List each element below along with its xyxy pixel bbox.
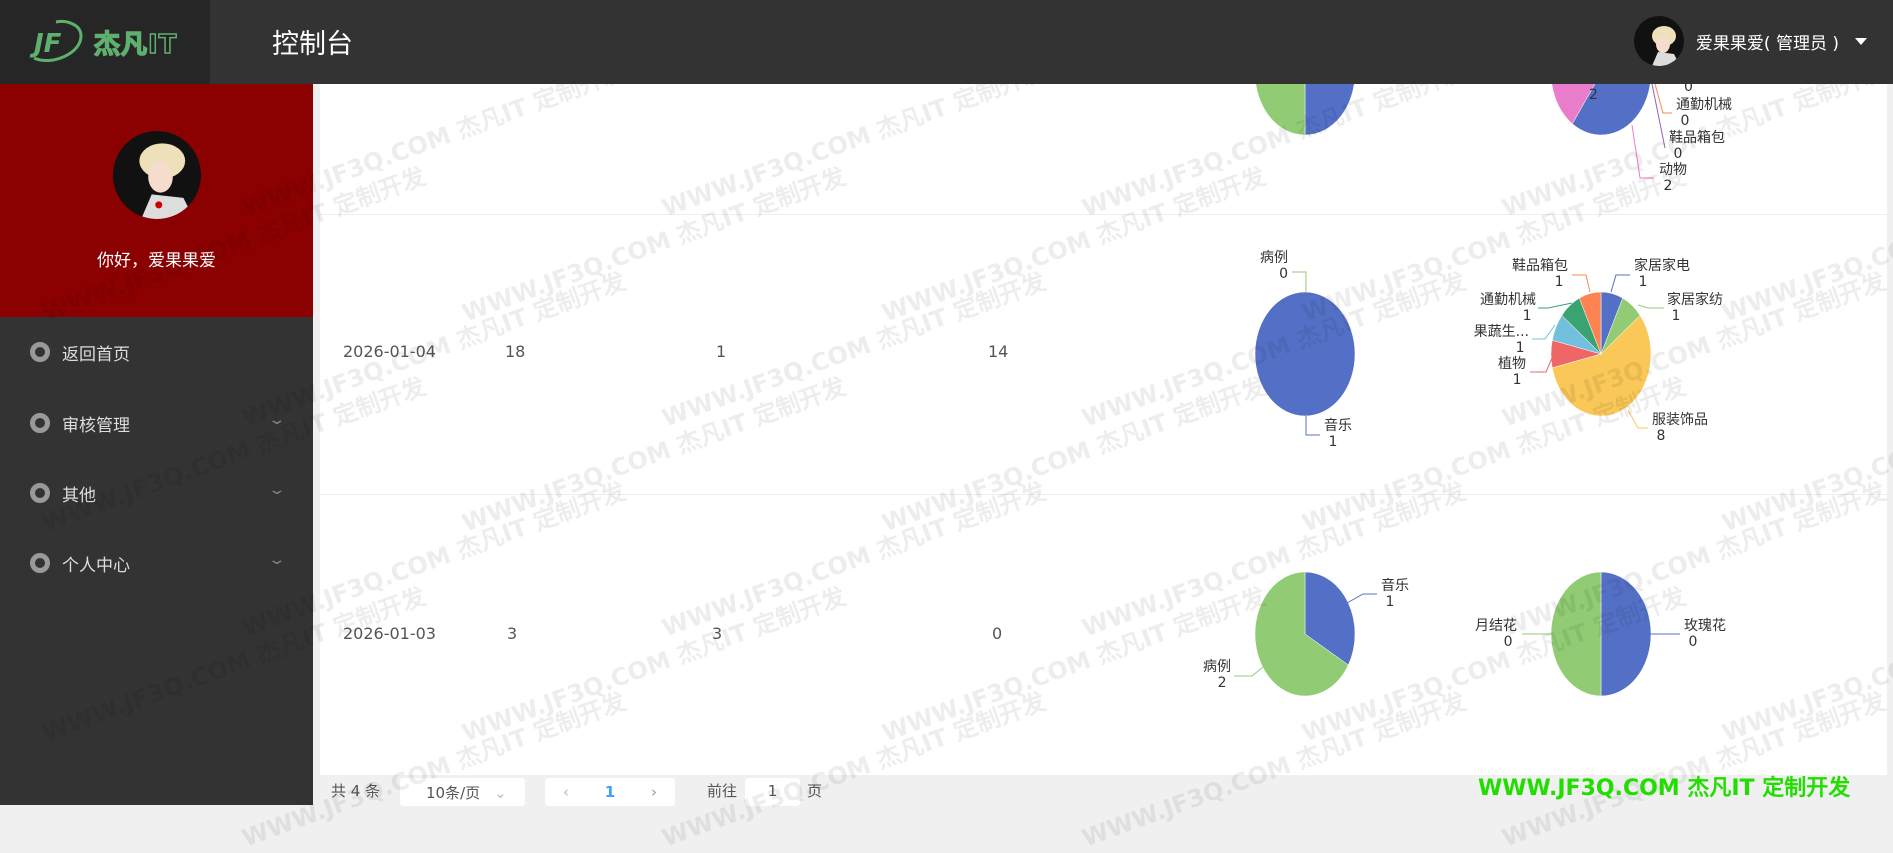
page-size-select[interactable]: 10条/页 ⌄ [400, 778, 525, 806]
sidebar: 你好，爱果果爱 返回首页 审核管理 ⌄ 其他 ⌄ 个人中心 ⌄ [0, 84, 313, 805]
prev-page-button[interactable]: ‹ [562, 783, 569, 801]
cell-date: 2026-01-04 [343, 342, 436, 361]
pagination: 共 4 条 10条/页 ⌄ ‹ 1 › 前往 1 页 [313, 776, 1893, 806]
next-page-button[interactable]: › [651, 783, 658, 801]
chevron-down-icon: ⌄ [267, 482, 287, 498]
pie-label: 家居家纺 1 [1667, 292, 1723, 324]
cell-value: 3 [507, 624, 518, 643]
pie-label: 病例 2 [1203, 659, 1231, 691]
pie-slice[interactable] [1600, 571, 1652, 697]
menu-icon [30, 483, 50, 503]
cell-value: 1 [716, 342, 727, 361]
pie-label: 音乐 1 [1324, 418, 1352, 450]
sidebar-item-profile[interactable]: 个人中心 ⌄ [0, 538, 313, 588]
pie-label: 音乐 1 [1381, 578, 1409, 610]
profile-card: 你好，爱果果爱 [0, 84, 313, 317]
pie-charts [1234, 10, 1680, 697]
user-name: 爱果果爱( 管理员 ) [1695, 33, 1839, 54]
cell-value: 3 [712, 624, 723, 643]
goto-page-input[interactable]: 1 [745, 778, 800, 806]
menu-icon [30, 413, 50, 433]
row-divider [320, 494, 1887, 495]
row-divider [320, 214, 1887, 215]
pie-label: 植物 1 [1498, 356, 1526, 388]
pie-label: 鞋品箱包 0 [1669, 130, 1725, 162]
pie-chart [1254, 291, 1356, 417]
pie-label: 月结花 0 [1475, 618, 1517, 650]
page-title: 控制台 [272, 29, 353, 60]
chevron-down-icon: ⌄ [267, 412, 287, 428]
pie-slice[interactable] [1254, 291, 1356, 417]
goto-label: 前往 [707, 782, 738, 800]
menu-icon [30, 342, 50, 362]
pie-slice[interactable] [1579, 291, 1602, 355]
logo[interactable]: JF 杰凡IT [0, 0, 210, 84]
page-suffix: 页 [807, 782, 823, 800]
pager: ‹ 1 › [545, 778, 675, 806]
pie-slice[interactable] [1304, 571, 1356, 666]
menu-label: 返回首页 [62, 344, 130, 365]
pie-chart [1550, 291, 1652, 417]
pie-label: 玫瑰花 0 [1684, 618, 1726, 650]
user-menu[interactable]: 爱果果爱( 管理员 ) [1633, 16, 1867, 66]
pie-label: 动物 2 [1659, 162, 1687, 194]
pie-label: 果蔬生... 1 [1473, 324, 1529, 356]
top-header: JF 杰凡IT 控制台 爱果果爱( 管理员 ) [0, 0, 1893, 84]
svg-text:JF: JF [29, 29, 62, 59]
pie-slice[interactable] [1550, 571, 1602, 697]
sidebar-item-review[interactable]: 审核管理 ⌄ [0, 398, 313, 448]
menu-icon [30, 553, 50, 573]
menu-label: 审核管理 [62, 415, 130, 436]
pie-label: 通勤机械 0 [1676, 97, 1732, 129]
pie-label: 病例 0 [1260, 250, 1288, 282]
caret-down-icon[interactable] [1855, 37, 1867, 45]
menu-label: 个人中心 [62, 555, 130, 576]
pie-label: 0 [1684, 79, 1693, 95]
total-count: 共 4 条 [331, 782, 381, 800]
jf-logo-icon: JF [29, 20, 83, 63]
avatar [113, 131, 201, 219]
pie-label: 鞋品箱包 1 [1512, 258, 1568, 290]
sidebar-item-home[interactable]: 返回首页 [0, 327, 313, 377]
pie-label: 服装饰品 8 [1652, 412, 1708, 444]
cell-value: 18 [505, 342, 526, 361]
pie-slice[interactable] [1551, 314, 1652, 417]
pie-label: 2 [1589, 87, 1598, 103]
cell-value: 14 [988, 342, 1009, 361]
cell-value: 0 [992, 624, 1003, 643]
pie-chart [1254, 571, 1356, 697]
pie-label: 家居家电 1 [1634, 258, 1690, 290]
pie-label: 通勤机械 1 [1480, 292, 1536, 324]
brand-watermark: WWW.JF3Q.COM 杰凡IT 定制开发 [1478, 776, 1851, 801]
page-number[interactable]: 1 [604, 783, 616, 801]
chevron-down-icon: ⌄ [267, 552, 287, 568]
greeting: 你好，爱果果爱 [97, 251, 216, 271]
avatar [1633, 16, 1684, 66]
menu-label: 其他 [62, 485, 96, 506]
pie-slice[interactable] [1254, 571, 1349, 697]
sidebar-item-other[interactable]: 其他 ⌄ [0, 468, 313, 518]
logo-text: 杰凡IT [93, 29, 178, 61]
pie-chart [1550, 571, 1652, 697]
chevron-down-icon: ⌄ [494, 784, 507, 802]
cell-date: 2026-01-03 [343, 624, 436, 643]
